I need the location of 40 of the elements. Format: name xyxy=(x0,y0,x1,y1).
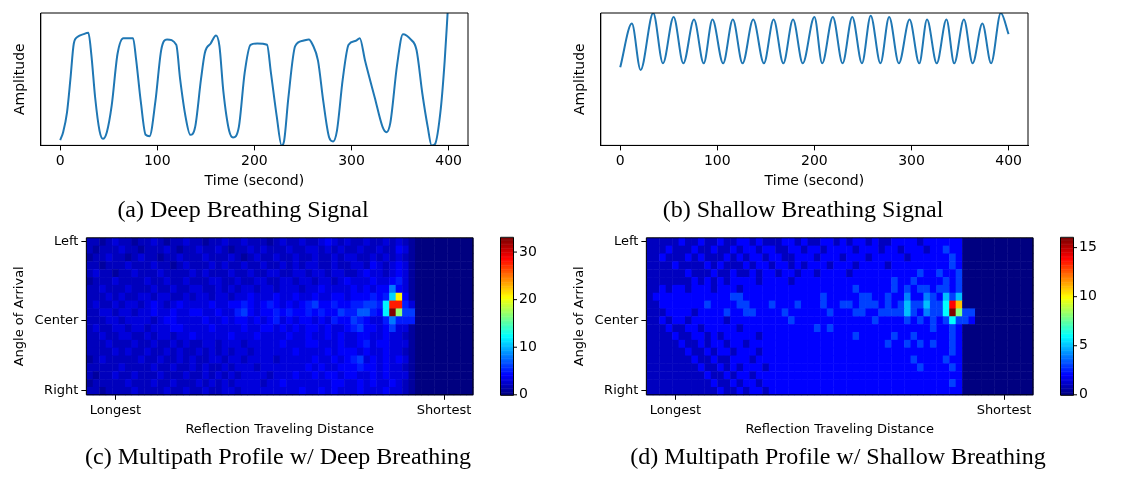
x-tick-label: 200 xyxy=(241,152,268,169)
y-tick-label: Left xyxy=(613,233,639,249)
x-tick-label: Longest xyxy=(89,401,142,417)
x-axis-title: Time (second) xyxy=(763,172,865,189)
x-axis-title: Reflection Traveling Distance xyxy=(185,420,374,436)
color-bar-label: 0 xyxy=(1079,385,1088,402)
x-tick-label: Shortest xyxy=(976,401,1032,417)
x-tick-label: 0 xyxy=(55,152,65,169)
x-tick-label: 0 xyxy=(615,152,625,169)
color-bar-label: 0 xyxy=(519,385,528,402)
x-tick-label: 100 xyxy=(703,152,731,169)
y-axis-title: Angle of Arrival xyxy=(571,266,587,367)
y-axis-title: Amplitude xyxy=(571,43,588,116)
color-bar-label: 10 xyxy=(519,337,537,354)
text: (c) Multipath Profile w/ Deep Breathing xyxy=(84,443,472,470)
x-tick-label: 300 xyxy=(898,152,925,169)
color-bar-label: 10 xyxy=(1079,287,1097,304)
x-tick-label: Longest xyxy=(649,401,702,417)
x-tick-label: Shortest xyxy=(416,401,472,417)
y-axis-title: Angle of Arrival xyxy=(11,266,27,367)
x-tick-label: 400 xyxy=(995,152,1022,169)
x-tick-label: 400 xyxy=(435,152,462,169)
text: (b) Shallow Breathing Signal xyxy=(661,196,945,223)
x-tick-label: 300 xyxy=(338,152,365,169)
y-tick-label: Left xyxy=(53,233,79,249)
text: (d) Multipath Profile w/ Shallow Breathing xyxy=(629,443,1047,470)
x-axis-title: Time (second) xyxy=(203,172,305,189)
y-axis-title: Amplitude xyxy=(11,43,28,116)
color-bar-label: 20 xyxy=(519,290,537,307)
y-tick-label: Center xyxy=(34,311,79,327)
x-axis-title: Reflection Traveling Distance xyxy=(745,420,934,436)
x-tick-label: 200 xyxy=(801,152,828,169)
y-tick-label: Right xyxy=(604,382,639,398)
color-bar-label: 5 xyxy=(1079,336,1088,353)
text: (a) Deep Breathing Signal xyxy=(116,196,370,223)
y-tick-label: Center xyxy=(594,311,639,327)
color-bar-label: 30 xyxy=(519,242,537,259)
color-bar-label: 15 xyxy=(1079,238,1097,255)
y-tick-label: Right xyxy=(44,382,79,398)
x-tick-label: 100 xyxy=(143,152,171,169)
